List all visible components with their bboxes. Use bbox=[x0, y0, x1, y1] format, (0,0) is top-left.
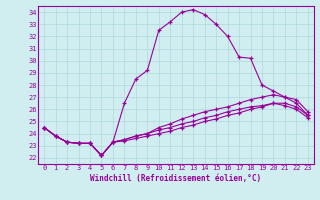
X-axis label: Windchill (Refroidissement éolien,°C): Windchill (Refroidissement éolien,°C) bbox=[91, 174, 261, 183]
